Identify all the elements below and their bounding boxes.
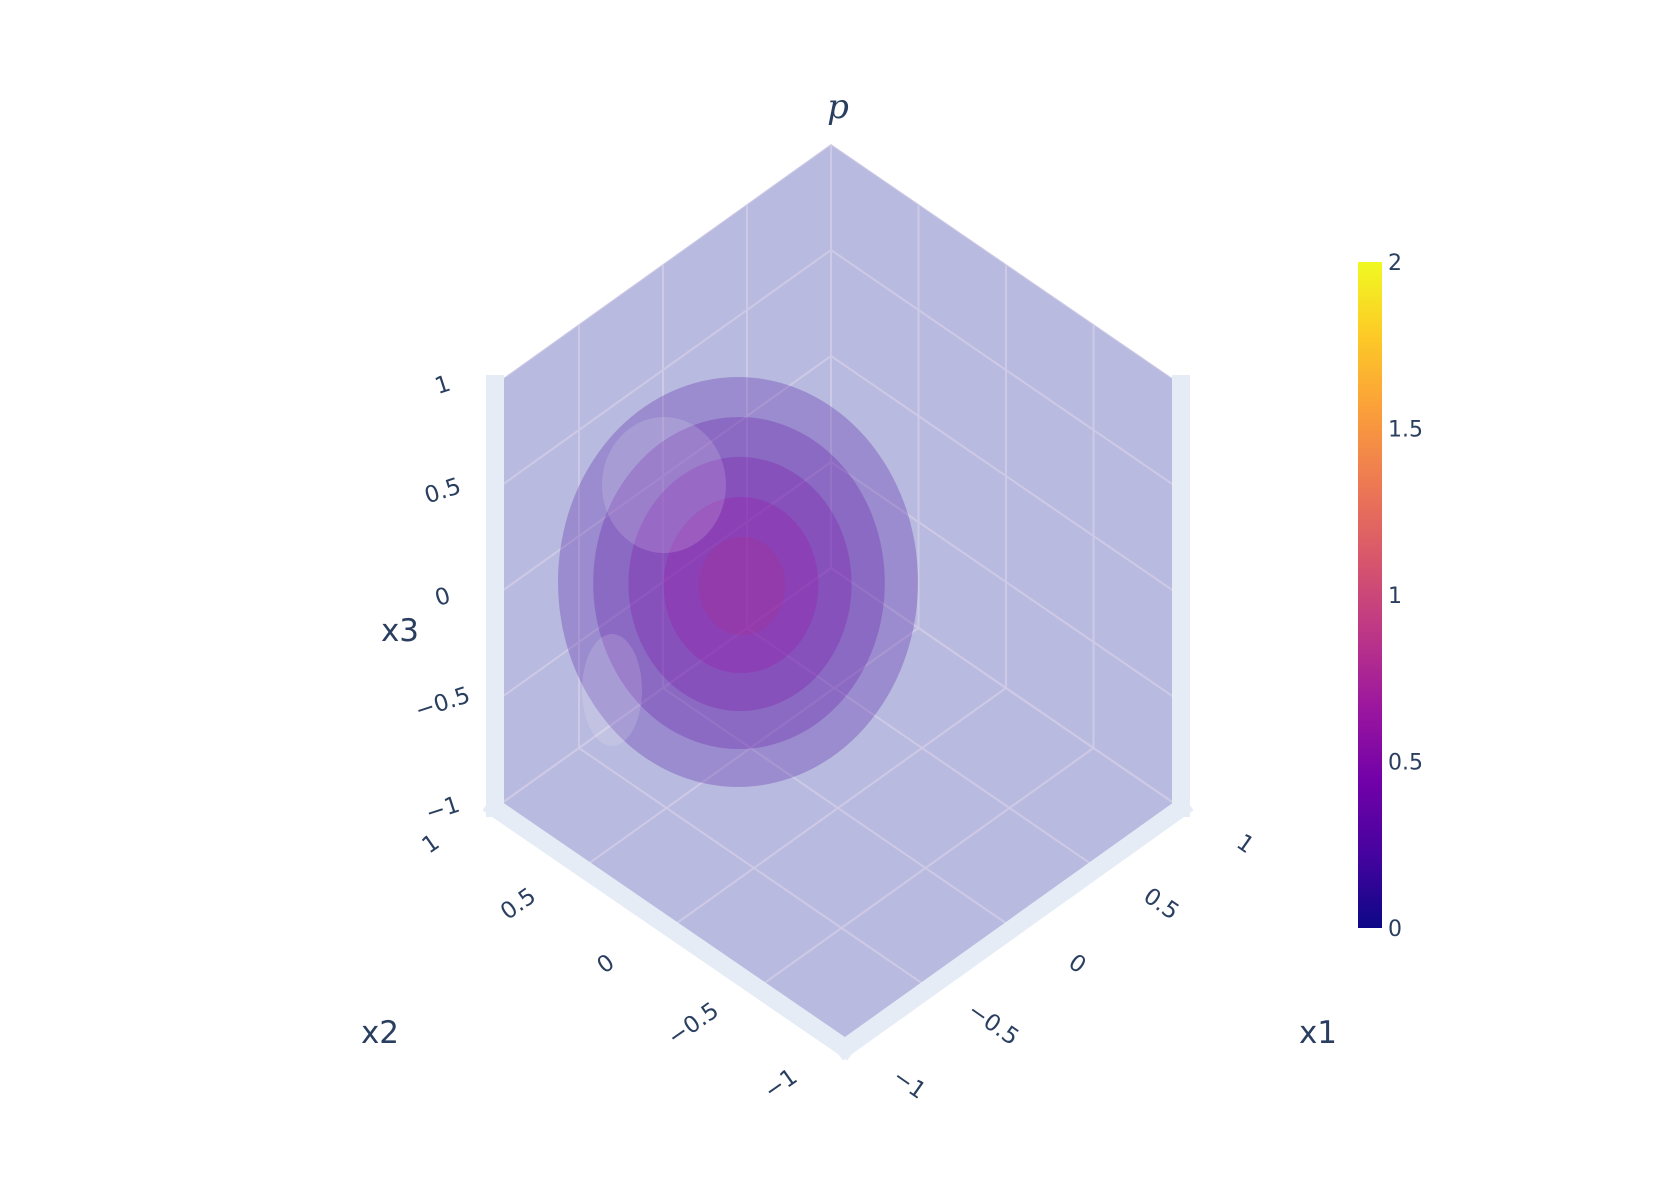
x2-tick-label: 0 [593, 949, 620, 979]
colorbar-tick-label: 0.5 [1388, 751, 1423, 776]
x3-axis-title: x3 [381, 613, 419, 649]
gridline [494, 355, 832, 597]
x1-tick-label: 1 [1232, 829, 1259, 859]
colorbar-tick-label: 1.5 [1388, 418, 1423, 443]
x1-tick-label: 0 [1064, 949, 1091, 979]
volume-isosurfaces [495, 144, 1181, 1048]
colorbar-tick-label: 0 [1388, 917, 1402, 942]
axis-titles: x1 x2 x3 [361, 613, 1337, 1051]
colorbar-tick-label: 1 [1388, 584, 1402, 609]
gridline [669, 687, 1007, 929]
isosurface-highlight [602, 417, 726, 553]
isosurface-highlight [582, 634, 642, 746]
colorbar-bar [1358, 262, 1382, 928]
chart-title: p [827, 87, 849, 127]
axis-line [482, 795, 858, 1061]
x3-tick-label: −0.5 [412, 682, 473, 724]
isosurface [698, 536, 786, 636]
gridline [830, 567, 1182, 809]
x2-axis-title: x2 [361, 1015, 399, 1051]
colorbar: 0 0.5 1 1.5 2 [1358, 251, 1423, 942]
isosurface [593, 416, 885, 750]
isosurface-outer [495, 144, 1181, 1048]
isosurface [663, 496, 819, 674]
gridline [830, 249, 1182, 491]
x1-tick-label: −1 [888, 1064, 931, 1105]
x3-tick-label: 0 [432, 583, 454, 612]
x3-tick-label: −1 [423, 792, 463, 827]
gridline [830, 355, 1182, 597]
gridline [830, 143, 1182, 385]
x1-tick-label: −0.5 [963, 998, 1024, 1051]
x1-axis-title: x1 [1299, 1015, 1337, 1051]
x2-tick-label: −1 [760, 1064, 803, 1105]
x3-tick-label: 0.5 [421, 473, 464, 509]
x2-tick-label: 0.5 [496, 883, 541, 925]
gridline [494, 143, 832, 385]
axis-line [832, 795, 1194, 1061]
gridline [746, 627, 1098, 869]
colorbar-tick-label: 2 [1388, 251, 1402, 276]
gridline [494, 567, 832, 809]
x3-tick-label: 1 [432, 371, 454, 400]
x2-tick-label: −0.5 [663, 998, 724, 1051]
x1-tick-label: 0.5 [1139, 883, 1184, 925]
gridline [494, 249, 832, 491]
x2-tick-label: 1 [418, 829, 445, 859]
isosurface [628, 456, 852, 712]
isosurface [558, 377, 918, 787]
scene-front-panes [482, 375, 1194, 1061]
gridline [581, 627, 920, 869]
